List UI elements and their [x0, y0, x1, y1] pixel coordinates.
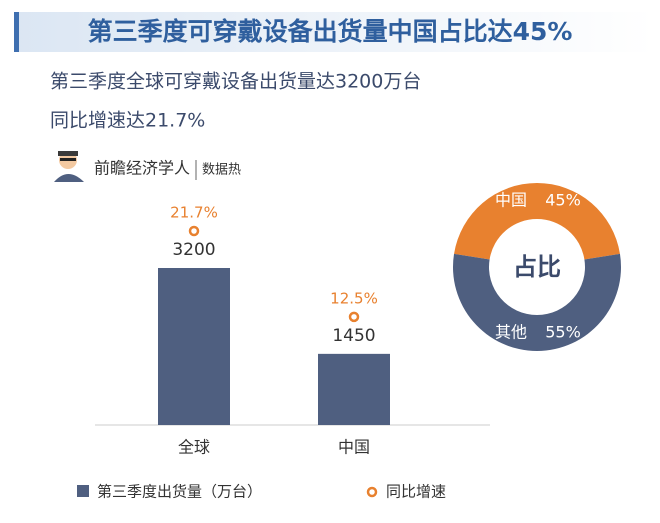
slice-value: 45% — [545, 191, 581, 210]
bar-value-label: 1450 — [332, 326, 375, 346]
pie-center — [491, 221, 583, 313]
rate-label: 12.5% — [330, 289, 378, 307]
legend-label: 同比增速 — [386, 483, 446, 501]
bar-value-label: 3200 — [172, 240, 215, 260]
legend-label: 第三季度出货量（万台） — [97, 483, 262, 501]
slice-label: 中国 — [495, 191, 527, 210]
pie-center-label: 占比 — [513, 253, 561, 281]
slice-value: 55% — [545, 323, 581, 342]
source-icon — [54, 151, 84, 182]
subtitle: 第三季度全球可穿戴设备出货量达3200万台 — [50, 71, 421, 93]
subtitle: 同比增速达21.7% — [50, 110, 205, 132]
rate-label: 21.7% — [170, 204, 218, 222]
title-accent — [14, 12, 19, 52]
source: 前瞻经济学人 — [94, 159, 190, 178]
rate-marker — [348, 311, 360, 323]
x-tick-label: 中国 — [338, 438, 370, 457]
legend-marker — [366, 486, 378, 498]
pie-slice — [454, 183, 620, 260]
rate-marker — [188, 225, 200, 237]
x-tick-label: 全球 — [178, 438, 210, 457]
bar — [158, 268, 230, 425]
source-tag: 数据热 — [202, 163, 241, 178]
legend-swatch — [77, 485, 89, 497]
title: 第三季度可穿戴设备出货量中国占比达45% — [88, 17, 573, 46]
title-band — [14, 12, 654, 52]
bar — [318, 353, 390, 425]
pie-slice — [453, 253, 622, 352]
slice-label: 其他 — [495, 323, 527, 342]
